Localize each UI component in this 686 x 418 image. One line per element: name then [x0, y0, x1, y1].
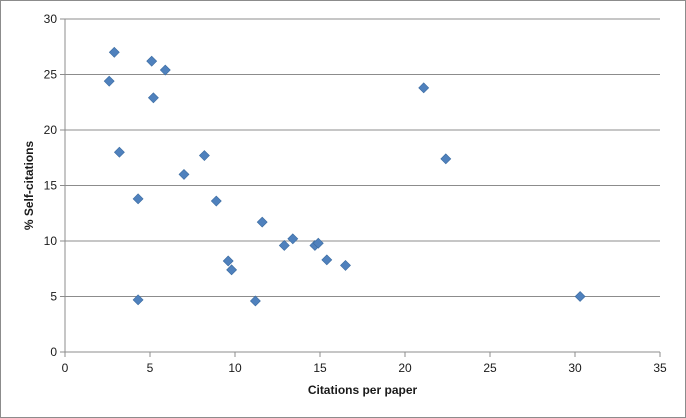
- data-point-marker: [249, 295, 261, 307]
- data-point-marker: [147, 92, 159, 104]
- y-tick-label: 25: [44, 68, 58, 82]
- x-tick-labels: 0 5 10 15 20 25 30 35: [62, 361, 667, 375]
- data-point-marker: [312, 237, 324, 249]
- x-tick-label: 35: [653, 361, 667, 375]
- data-point-marker: [226, 264, 238, 276]
- x-tick-label: 5: [147, 361, 154, 375]
- data-point-marker: [198, 150, 210, 161]
- data-point-marker: [146, 55, 158, 67]
- data-point-marker: [574, 291, 586, 302]
- x-axis-title: Citations per paper: [308, 383, 418, 397]
- y-axis-title: % Self-citations: [22, 141, 36, 231]
- data-point-marker: [132, 193, 144, 205]
- axes: [60, 18, 661, 357]
- x-tick-label: 20: [398, 361, 412, 375]
- data-point-marker: [108, 46, 120, 58]
- data-point-marker: [103, 75, 115, 87]
- y-tick-label: 5: [50, 290, 57, 304]
- data-point-marker: [178, 168, 190, 180]
- y-tick-labels: 0 5 10 15 20 25 30: [44, 12, 58, 359]
- data-point-marker: [113, 146, 125, 158]
- data-point-marker: [440, 153, 452, 165]
- y-tick-label: 20: [44, 123, 58, 137]
- gridlines: [65, 18, 660, 297]
- data-point-marker: [418, 82, 430, 94]
- data-points: [103, 46, 586, 307]
- y-tick-label: 0: [50, 345, 57, 359]
- x-tick-label: 0: [62, 361, 69, 375]
- x-tick-label: 10: [228, 361, 242, 375]
- y-tick-label: 30: [44, 12, 58, 26]
- data-point-marker: [222, 255, 234, 267]
- data-point-marker: [256, 216, 268, 228]
- data-point-marker: [321, 254, 333, 266]
- data-point-marker: [132, 294, 144, 306]
- x-tick-label: 25: [483, 361, 497, 375]
- data-point-marker: [340, 259, 351, 271]
- data-point-marker: [210, 195, 222, 207]
- data-point-marker: [287, 233, 299, 245]
- data-point-marker: [159, 64, 171, 76]
- data-point-marker: [278, 240, 290, 251]
- x-tick-label: 30: [568, 361, 582, 375]
- x-tick-label: 15: [313, 361, 327, 375]
- y-tick-label: 10: [44, 234, 58, 248]
- y-tick-label: 15: [44, 179, 58, 193]
